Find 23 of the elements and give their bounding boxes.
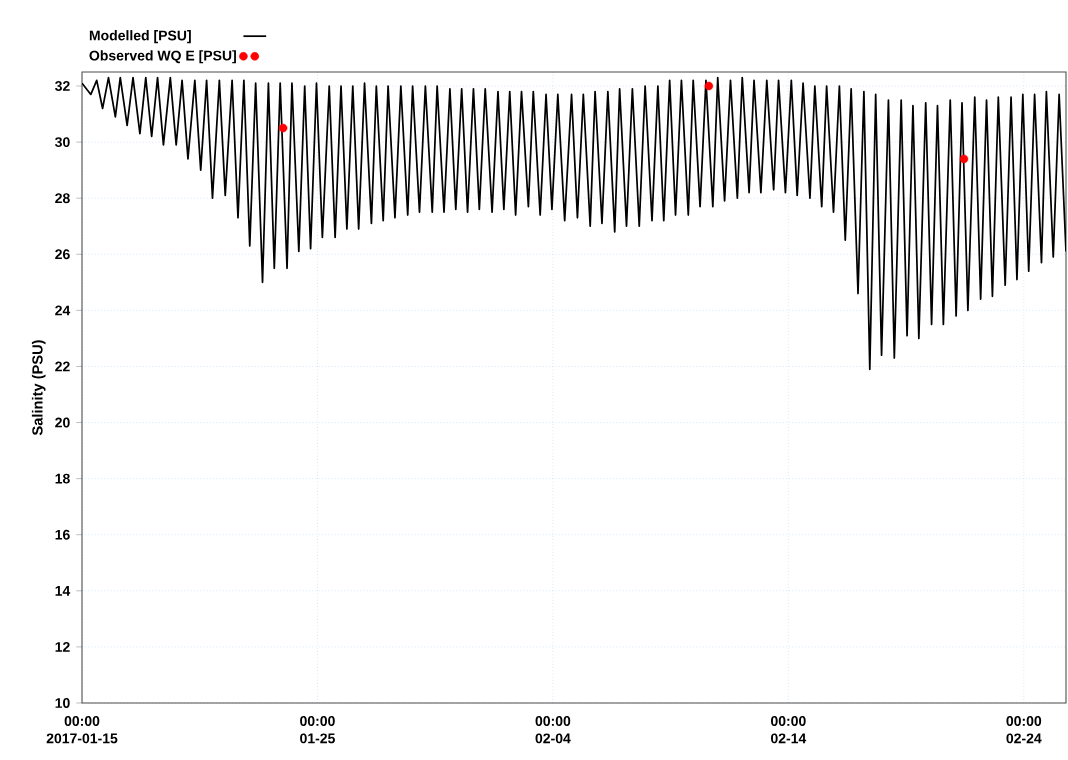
- y-tick-label: 24: [55, 305, 71, 316]
- x-tick-label: 00:00 01-25: [300, 716, 335, 744]
- x-tick-label: 00:00 02-24: [1006, 716, 1042, 744]
- x-tick-label: 00:00 02-14: [771, 716, 807, 744]
- y-tick-label: 10: [55, 698, 70, 708]
- y-tick-label: 18: [55, 473, 70, 484]
- y-tick-label: 32: [55, 81, 70, 91]
- y-tick-label: 12: [55, 642, 70, 652]
- point: [704, 81, 714, 91]
- y-tick-label: 30: [55, 137, 70, 148]
- y-tick-label: 26: [55, 249, 70, 260]
- point: [959, 154, 969, 164]
- x-tick-label: 00:00 02-04: [535, 716, 571, 744]
- y-tick-label: 22: [55, 361, 70, 372]
- y-tick-label: 16: [55, 529, 70, 540]
- x-tick-label: 00:00 2017-01-15: [46, 716, 118, 744]
- text: Modelled [PSU]: [89, 30, 191, 44]
- y-tick-label: 20: [55, 417, 70, 428]
- y-axis-title: Salinity (PSU): [31, 340, 46, 436]
- y-tick-label: 14: [55, 586, 71, 596]
- point: [278, 123, 288, 133]
- legend-label: Observed WQ E [PSU]: [89, 50, 236, 64]
- y-tick-label: 28: [55, 193, 70, 204]
